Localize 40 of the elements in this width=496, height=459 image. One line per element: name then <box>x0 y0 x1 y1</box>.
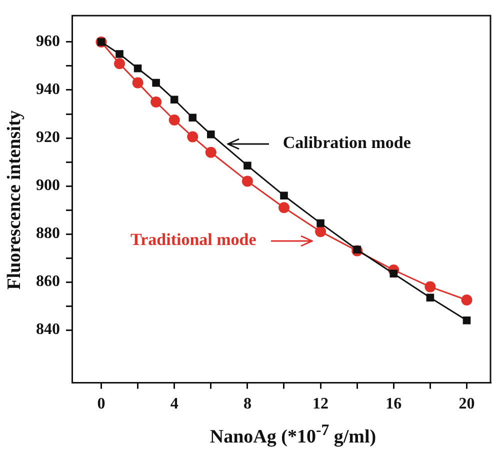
y-tick-label: 900 <box>36 177 60 194</box>
point <box>116 50 124 58</box>
point <box>152 78 160 87</box>
point <box>168 114 180 126</box>
x-tick-label: 16 <box>386 396 402 413</box>
point <box>315 226 326 238</box>
point <box>132 77 144 88</box>
point <box>114 58 126 70</box>
y-tick-label: 940 <box>36 81 60 98</box>
point <box>188 114 197 122</box>
point <box>278 202 290 214</box>
y-tick-label: 840 <box>36 321 60 338</box>
point <box>316 219 324 228</box>
point <box>207 130 215 138</box>
x-tick-label: 0 <box>97 396 106 413</box>
x-tick-label: 20 <box>458 396 475 413</box>
legend-label: Calibration mode <box>282 133 411 154</box>
point <box>244 162 252 170</box>
point <box>205 146 216 158</box>
series-label: Traditional mode <box>130 230 256 250</box>
point <box>461 294 472 306</box>
point <box>187 131 198 142</box>
point <box>424 281 436 292</box>
point <box>462 316 471 324</box>
point <box>134 64 142 72</box>
y-tick-label: 880 <box>36 225 60 242</box>
x-tick-label: 12 <box>312 396 329 413</box>
y-tick-label: 960 <box>36 33 60 50</box>
point <box>426 294 434 302</box>
y-tick-label: 920 <box>36 129 60 146</box>
point <box>150 96 162 108</box>
x-tick-label: 4 <box>170 396 178 413</box>
x-tick-label: 8 <box>243 396 252 413</box>
y-axis-title: Fluorescence intensity <box>4 110 26 290</box>
point <box>170 96 178 104</box>
y-tick-label: 860 <box>36 273 60 290</box>
point <box>390 270 398 278</box>
point <box>242 176 253 187</box>
x-axis-title: NanoAg (*10$^{-7}$ g/ml) <box>208 422 378 448</box>
point <box>280 192 288 200</box>
